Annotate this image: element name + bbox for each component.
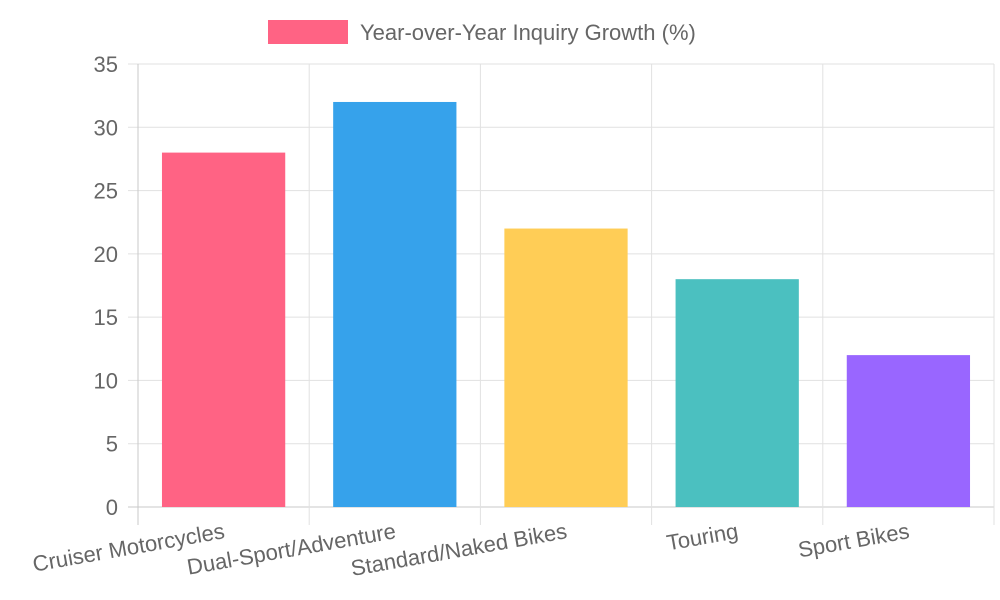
y-tick-label: 15: [94, 305, 118, 330]
legend-swatch: [268, 20, 348, 44]
y-tick-label: 10: [94, 368, 118, 393]
y-axis-ticks: 0 5 10 15 20 25 30 35: [94, 52, 118, 520]
bar[interactable]: [675, 279, 799, 507]
y-tick-label: 0: [106, 495, 118, 520]
y-tick-label: 35: [94, 52, 118, 77]
x-tick-label: Touring: [665, 518, 740, 555]
bar[interactable]: [333, 101, 457, 507]
y-tick-label: 25: [94, 179, 118, 204]
y-tick-label: 20: [94, 242, 118, 267]
bar[interactable]: [161, 152, 286, 507]
bars: [161, 101, 971, 508]
bar[interactable]: [846, 355, 971, 507]
y-tick-label: 30: [94, 115, 118, 140]
x-axis-ticks: Cruiser MotorcyclesDual-Sport/AdventureS…: [31, 518, 912, 581]
bar[interactable]: [504, 228, 628, 508]
legend[interactable]: Year-over-Year Inquiry Growth (%): [268, 20, 696, 45]
y-tick-label: 5: [106, 432, 118, 457]
x-tick-label: Sport Bikes: [796, 518, 911, 562]
legend-label: Year-over-Year Inquiry Growth (%): [360, 20, 696, 45]
